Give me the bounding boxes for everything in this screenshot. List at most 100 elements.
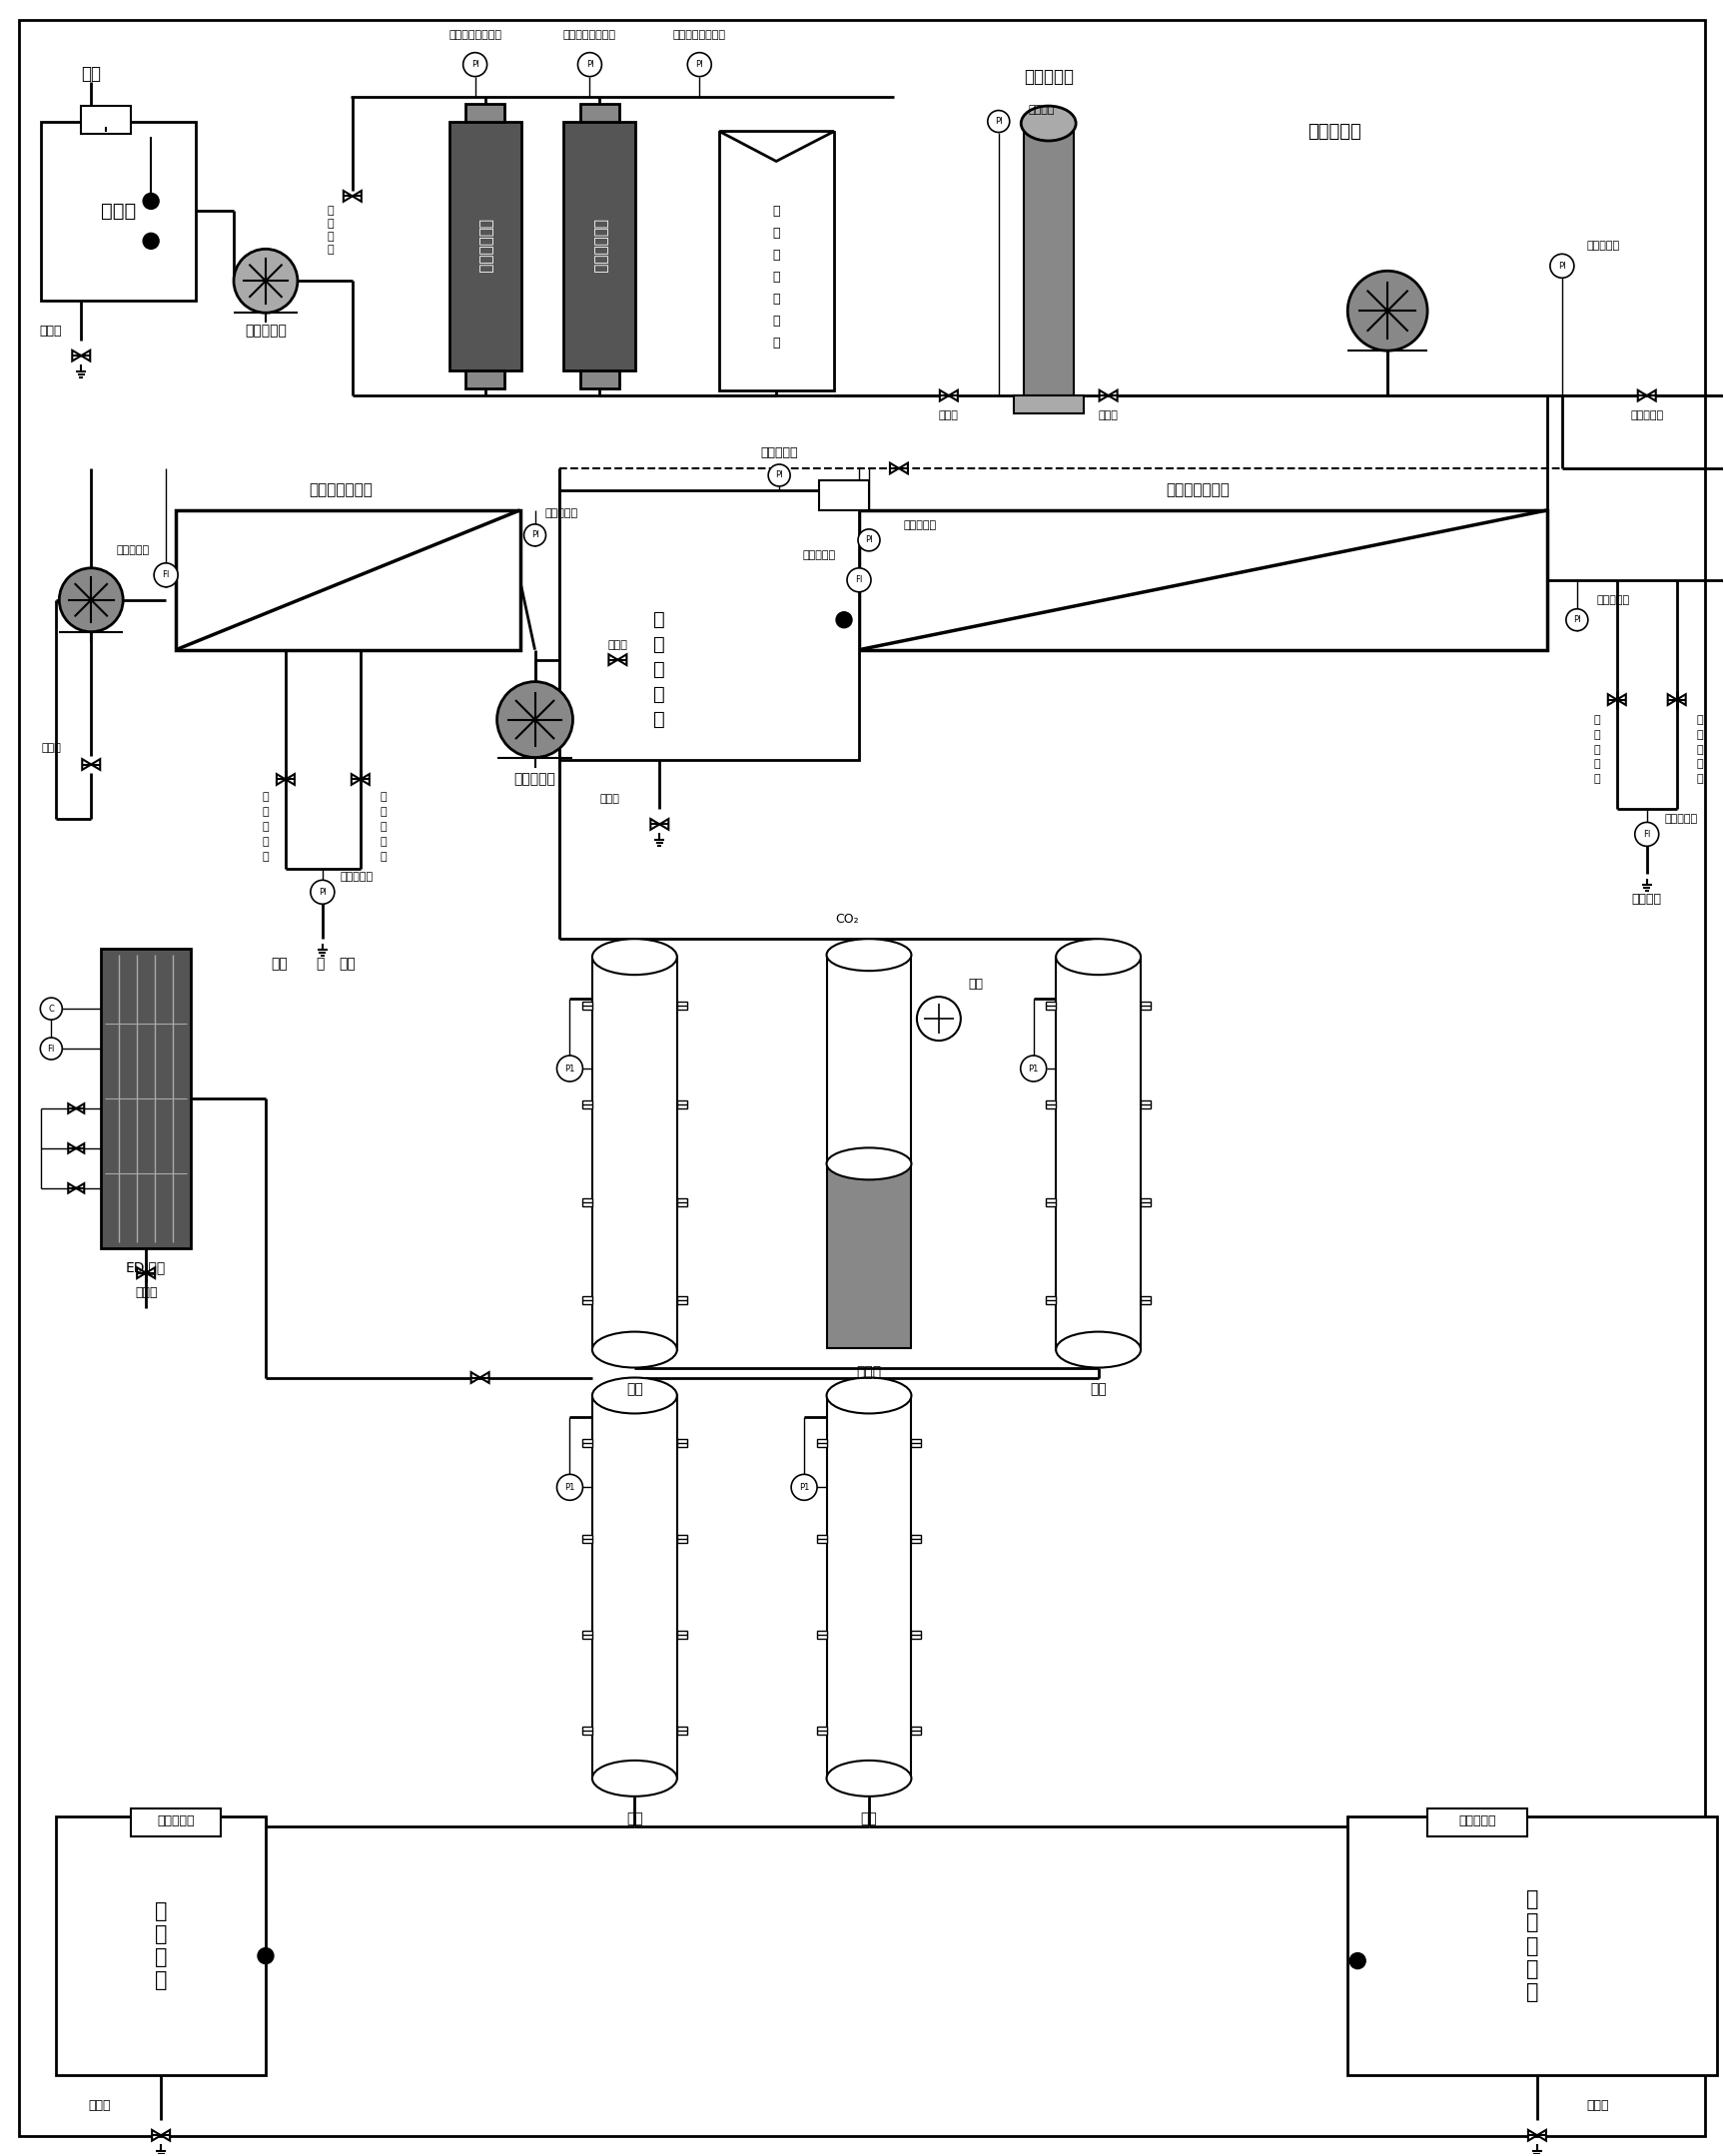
Bar: [826, 1395, 912, 1779]
Polygon shape: [650, 819, 660, 830]
Polygon shape: [1667, 694, 1677, 705]
Polygon shape: [1538, 2130, 1546, 2141]
Text: 多介质出水压力表: 多介质出水压力表: [564, 30, 615, 39]
Text: 动: 动: [1696, 729, 1703, 740]
Text: PI: PI: [531, 530, 538, 539]
Polygon shape: [479, 1371, 490, 1382]
Text: 投: 投: [772, 270, 779, 282]
Text: 冲: 冲: [1696, 744, 1703, 755]
Text: 浓水流量计: 浓水流量计: [340, 873, 374, 882]
Text: 洗: 洗: [381, 837, 386, 847]
Text: 进水调节阀: 进水调节阀: [1631, 410, 1664, 420]
Polygon shape: [1100, 390, 1109, 401]
Circle shape: [497, 681, 572, 757]
Text: 浓: 浓: [262, 793, 269, 802]
Bar: [41, 121, 197, 302]
Bar: [1141, 1296, 1150, 1304]
Circle shape: [524, 524, 547, 545]
Text: 进水阀: 进水阀: [609, 640, 628, 649]
Text: 原水增压泵: 原水增压泵: [245, 323, 286, 338]
Text: 阻: 阻: [772, 205, 779, 218]
Circle shape: [769, 464, 790, 487]
Bar: [1024, 132, 1074, 395]
Polygon shape: [609, 655, 617, 666]
Bar: [912, 1440, 921, 1447]
Bar: [593, 957, 678, 1350]
Text: 控: 控: [1593, 744, 1600, 755]
Bar: [583, 1003, 593, 1009]
Text: 原: 原: [315, 957, 324, 970]
Bar: [1141, 1003, 1150, 1009]
Text: 一: 一: [653, 610, 665, 630]
Polygon shape: [152, 2130, 160, 2141]
Text: 备: 备: [772, 336, 779, 349]
Text: 水: 水: [328, 233, 334, 241]
Bar: [678, 1003, 686, 1009]
Text: P1: P1: [798, 1483, 809, 1492]
Text: 总: 总: [328, 207, 334, 216]
Bar: [678, 1535, 686, 1544]
Polygon shape: [69, 1184, 76, 1192]
Circle shape: [846, 567, 871, 593]
Polygon shape: [91, 759, 100, 770]
Polygon shape: [1527, 2130, 1538, 2141]
Text: 混床: 混床: [860, 1811, 878, 1826]
Text: 活性炭出水压力表: 活性炭出水压力表: [672, 30, 726, 39]
Circle shape: [143, 233, 159, 248]
Bar: [583, 1440, 593, 1447]
Text: PI: PI: [995, 116, 1002, 125]
Text: 石英砂过滤器: 石英砂过滤器: [478, 218, 493, 274]
Ellipse shape: [826, 1147, 912, 1179]
Polygon shape: [76, 1184, 84, 1192]
Text: 洗: 洗: [1696, 759, 1703, 770]
Bar: [583, 1100, 593, 1108]
Text: PI: PI: [471, 60, 479, 69]
Circle shape: [59, 567, 122, 632]
Circle shape: [464, 52, 488, 75]
Text: FI: FI: [48, 1044, 55, 1052]
Circle shape: [688, 52, 712, 75]
Text: 去
离
子
水
箱: 去 离 子 水 箱: [1526, 1889, 1538, 2003]
Text: 精密过滤器: 精密过滤器: [1024, 67, 1074, 86]
Text: 阀: 阀: [262, 852, 269, 862]
Bar: [912, 1630, 921, 1639]
Polygon shape: [83, 759, 91, 770]
Polygon shape: [471, 1371, 479, 1382]
Text: 浓: 浓: [1593, 714, 1600, 724]
Polygon shape: [948, 390, 959, 401]
Text: 排污阀: 排污阀: [88, 2100, 110, 2113]
Text: 自: 自: [1696, 714, 1703, 724]
Bar: [912, 1727, 921, 1736]
Polygon shape: [147, 1268, 155, 1279]
Bar: [678, 1727, 686, 1736]
Text: 水箱: 水箱: [338, 957, 355, 970]
Text: 进水压力表: 进水压力表: [903, 520, 936, 530]
Ellipse shape: [593, 1332, 678, 1367]
Ellipse shape: [1057, 938, 1141, 975]
Bar: [678, 1296, 686, 1304]
Bar: [826, 1164, 912, 1348]
Bar: [1046, 1003, 1057, 1009]
Circle shape: [557, 1056, 583, 1082]
Text: 阀: 阀: [1696, 774, 1703, 785]
Text: 二级高压泵: 二级高压泵: [514, 772, 555, 787]
Bar: [131, 1809, 221, 1837]
Text: 原水: 原水: [81, 65, 102, 82]
Text: 纯: 纯: [653, 660, 665, 679]
Circle shape: [153, 563, 178, 586]
Polygon shape: [1638, 390, 1646, 401]
Circle shape: [1634, 821, 1658, 845]
Text: 排污阀: 排污阀: [1588, 2100, 1610, 2113]
Text: 进水阀: 进水阀: [1098, 410, 1119, 420]
Polygon shape: [719, 132, 834, 162]
Polygon shape: [617, 655, 626, 666]
Text: 进水阀: 进水阀: [940, 410, 959, 420]
Polygon shape: [276, 774, 286, 785]
Bar: [564, 121, 636, 371]
Text: 脱气塔: 脱气塔: [857, 1365, 881, 1380]
Text: 返回: 返回: [271, 957, 288, 970]
Bar: [1046, 1199, 1057, 1207]
Text: 纯水流量计: 纯水流量计: [803, 550, 836, 561]
Text: PI: PI: [1558, 261, 1565, 270]
Text: 级: 级: [653, 636, 665, 653]
